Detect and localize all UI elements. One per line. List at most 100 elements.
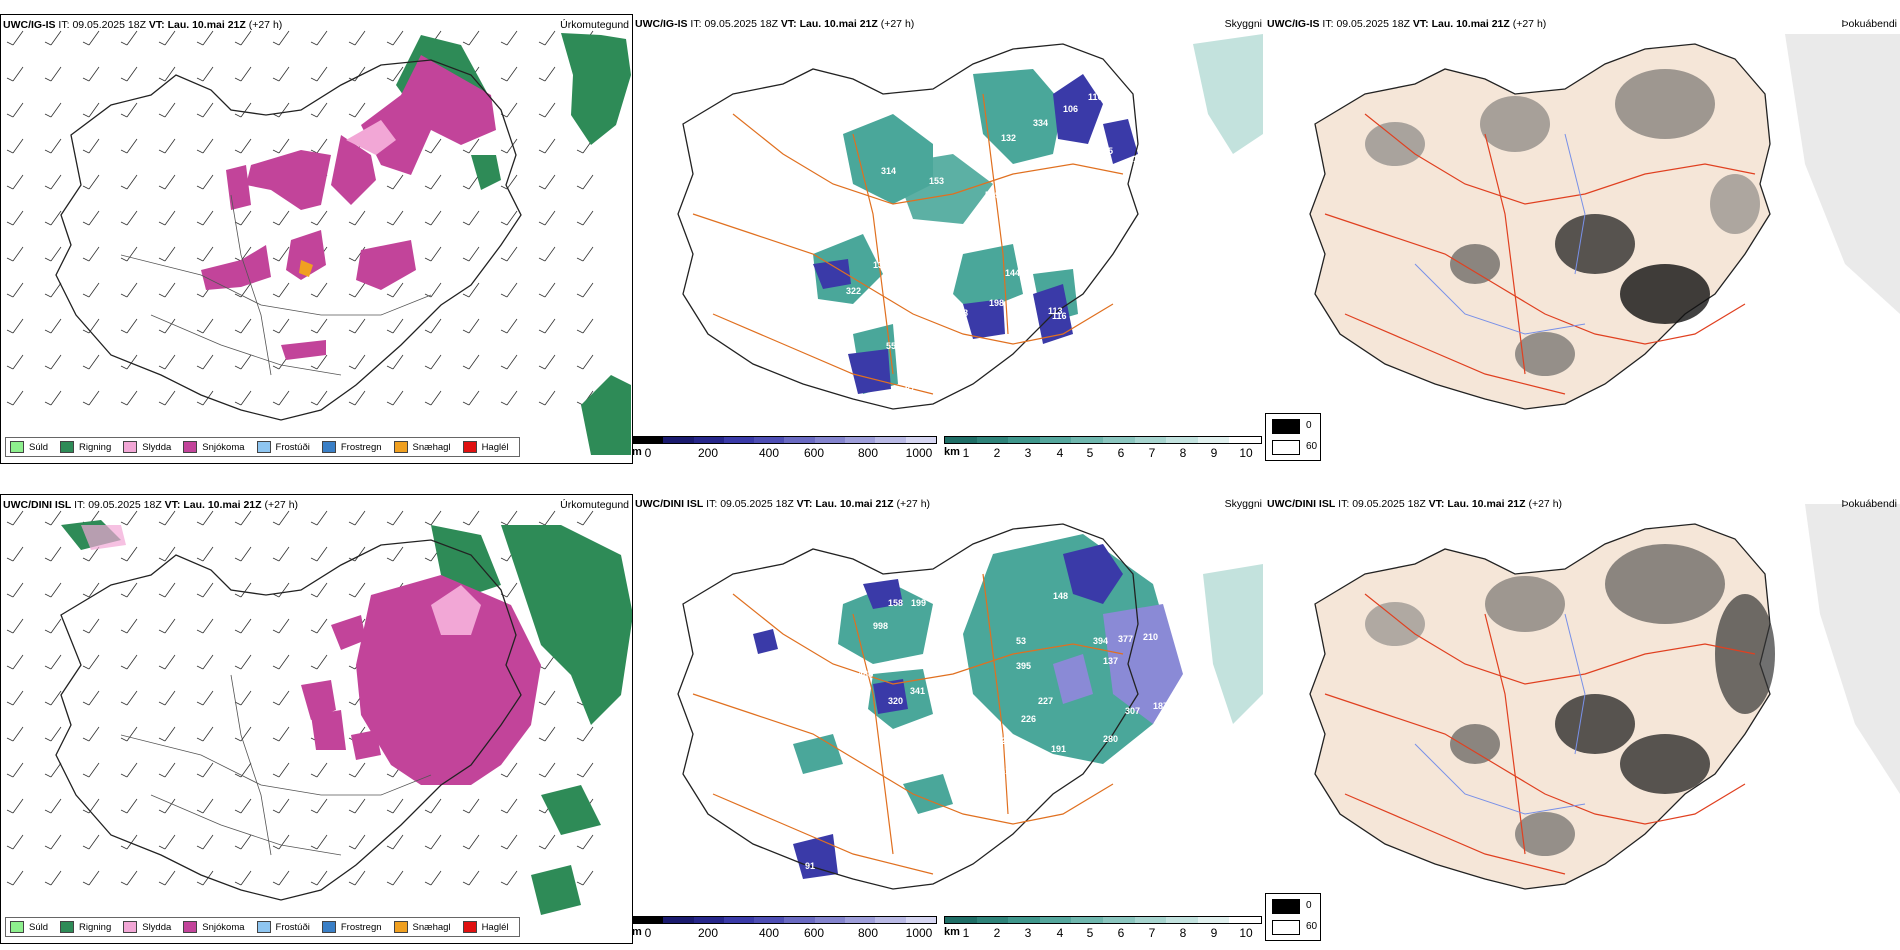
ceiling-value: 144 [1005, 268, 1020, 278]
visibility-tick: 2 [993, 446, 1001, 460]
ceiling-value: 488 [858, 669, 873, 679]
vt-label: VT: [780, 18, 797, 30]
ceiling-value: 227 [1038, 696, 1053, 706]
ceiling-value: 100 [1170, 714, 1185, 724]
visibility-tick: 9 [1210, 446, 1218, 460]
legend-label: Frostúði [275, 441, 310, 453]
ceiling-value: 395 [1016, 661, 1031, 671]
model-name: UWC/IG-IS [635, 18, 688, 30]
legend-swatch [10, 921, 24, 933]
ceiling-panel-top: 106 110 334 132 225 120 509 153 358 144 … [633, 14, 1265, 464]
legend-label: Slydda [142, 441, 172, 453]
legend-item: Snjókoma [183, 921, 245, 933]
legend-swatch [183, 921, 198, 933]
visibility-tick: 8 [1179, 926, 1187, 940]
it-label: IT: [706, 498, 718, 510]
legend-item: Súld [10, 921, 48, 933]
legend-label: Slydda [142, 921, 172, 933]
fog-map-bottom [1309, 504, 1900, 890]
lead-time: (+27 h) [1512, 18, 1547, 30]
panel-title: Þokuábendi [1841, 18, 1897, 30]
legend-swatch [321, 441, 336, 453]
ceiling-value: 377 [1118, 634, 1133, 644]
init-time: 09.05.2025 18Z [720, 498, 794, 510]
ceiling-value: 199 [911, 598, 926, 608]
visibility-tick: 1 [962, 446, 970, 460]
valid-time: Lau. 10.mai 21Z [167, 19, 246, 31]
panel-title: Þokuábendi [1841, 498, 1897, 510]
ceiling-tick: 800 [857, 926, 879, 940]
legend-swatch [256, 441, 271, 453]
precip-type-panel-bottom: UWC/DINI ISL IT: 09.05.2025 18Z VT: Lau.… [0, 494, 633, 944]
ceiling-colorbar-top: m 0 200 400 600 800 1000 km 1 2 3 4 5 6 … [632, 436, 1262, 466]
fog-legend-bottom: 0 60 [1265, 893, 1321, 941]
vt-label: VT: [1412, 18, 1429, 30]
legend-swatch [10, 441, 24, 453]
ceiling-value: 133 [873, 260, 888, 270]
legend-item: Haglél [462, 441, 509, 453]
ceiling-value: 106 [1063, 104, 1078, 114]
legend-item: Frostúði [256, 921, 310, 933]
fog-swatch-high [1272, 899, 1300, 914]
legend-item: Snæhagl [393, 441, 451, 453]
panel-title: Skyggni [1224, 18, 1262, 30]
ceiling-value: 251 [995, 766, 1010, 776]
vt-label: VT: [164, 499, 181, 511]
ceiling-map-top: 106 110 334 132 225 120 509 153 358 144 … [677, 34, 1263, 410]
ceiling-value: 314 [881, 166, 896, 176]
legend-swatch [123, 921, 138, 933]
legend-label: Rigning [79, 921, 112, 933]
lead-time: (+27 h) [264, 499, 299, 511]
legend-swatch [183, 441, 198, 453]
ceiling-value: 334 [1033, 118, 1048, 128]
ceiling-tick: 400 [758, 446, 780, 460]
legend-swatch [60, 921, 75, 933]
ceiling-tick: 400 [758, 926, 780, 940]
ceiling-value: 358 [943, 241, 958, 251]
legend-label: Frostregn [340, 921, 382, 933]
ceiling-panel-bottom: 148 158 199 998 53 395 227 226 212 251 1… [633, 494, 1265, 944]
legend-swatch [321, 921, 336, 933]
model-name: UWC/DINI ISL [635, 498, 704, 510]
legend-item: Slydda [123, 921, 171, 933]
legend-label: Snjókoma [202, 921, 245, 933]
ceiling-value: 280 [1103, 734, 1118, 744]
ceiling-value: 137 [1103, 656, 1118, 666]
visibility-tick: 7 [1148, 446, 1156, 460]
visibility-tick: 6 [1117, 446, 1125, 460]
valid-time: Lau. 10.mai 21Z [183, 499, 262, 511]
ceiling-value: 120 [1133, 154, 1148, 164]
visibility-tick: 4 [1056, 446, 1064, 460]
panel-title: Úrkomutegund [560, 499, 629, 511]
visibility-unit: km [944, 446, 960, 458]
fog-panel-top: UWC/IG-IS IT: 09.05.2025 18Z VT: Lau. 10… [1265, 14, 1900, 464]
ceiling-value: 91 [805, 861, 815, 871]
ceiling-value: 998 [873, 621, 888, 631]
legend-label: Snæhagl [412, 441, 451, 453]
lead-time: (+27 h) [248, 19, 283, 31]
model-name: UWC/IG-IS [1267, 18, 1320, 30]
ceiling-value: 558 [886, 341, 901, 351]
ceiling-tick: 600 [803, 446, 825, 460]
legend-swatch [462, 921, 477, 933]
visibility-tick: 6 [1117, 926, 1125, 940]
ceiling-value: 341 [910, 686, 925, 696]
precip-type-map-top [6, 30, 631, 455]
legend-item: Súld [10, 441, 48, 453]
visibility-tick: 2 [993, 926, 1001, 940]
legend-label: Súld [29, 921, 49, 933]
precip-legend: Súld Rigning Slydda Snjókoma Frostúði Fr… [5, 437, 520, 457]
lead-time: (+27 h) [1528, 498, 1563, 510]
legend-label: Rigning [79, 441, 112, 453]
legend-item: Snæhagl [393, 921, 451, 933]
fog-panel-bottom: UWC/DINI ISL IT: 09.05.2025 18Z VT: Lau.… [1265, 494, 1900, 944]
init-time: 09.05.2025 18Z [704, 18, 778, 30]
visibility-tick: 3 [1024, 446, 1032, 460]
fog-swatch-high [1272, 419, 1300, 434]
panel-title: Skyggni [1224, 498, 1262, 510]
ceiling-value: 116 [1052, 311, 1067, 321]
legend-label: Súld [29, 441, 49, 453]
visibility-tick: 3 [1024, 926, 1032, 940]
legend-label: Frostregn [340, 441, 382, 453]
legend-item: Haglél [462, 921, 509, 933]
